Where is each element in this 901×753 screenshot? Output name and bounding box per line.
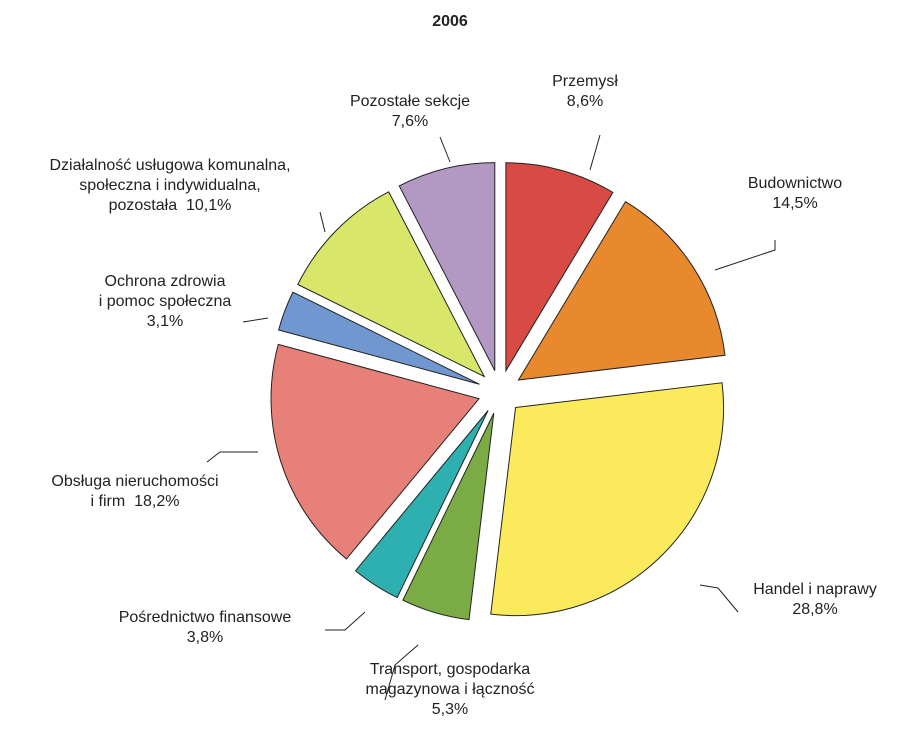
value-label: 14,5% bbox=[772, 195, 817, 212]
slice-label: Działalność usługowa komunalna, społeczna… bbox=[49, 157, 290, 214]
label-line: i firm bbox=[91, 493, 126, 510]
pie-slice bbox=[398, 162, 496, 371]
slice-label: Transport, gospodarka magazynowa i łączno… bbox=[366, 661, 535, 718]
pie-slice bbox=[278, 291, 480, 385]
pie-slice bbox=[354, 410, 489, 599]
label-line: Budownictwo bbox=[748, 175, 842, 192]
value-label: 8,6% bbox=[567, 93, 603, 110]
label-line: pozostała bbox=[109, 197, 178, 214]
leader-line bbox=[384, 644, 419, 701]
slice-label: Handel i naprawy 28,8% bbox=[753, 581, 877, 618]
leader-line bbox=[319, 211, 326, 233]
pie-slice bbox=[270, 343, 480, 560]
value-label: 3,1% bbox=[147, 313, 183, 330]
value-label: 5,3% bbox=[432, 701, 468, 718]
label-line: Pośrednictwo finansowe bbox=[119, 609, 292, 626]
leader-line bbox=[699, 584, 739, 613]
label-line: Handel i naprawy bbox=[753, 581, 877, 598]
pie-slice bbox=[402, 412, 495, 621]
label-line: Działalność usługowa komunalna, bbox=[49, 157, 290, 174]
slice-label: Ochrona zdrowia i pomoc społeczna 3,1% bbox=[99, 273, 232, 330]
label-line: społeczna i indywidualna, bbox=[79, 177, 260, 194]
label-line: Przemysł bbox=[552, 73, 618, 90]
leader-line bbox=[206, 451, 258, 463]
slice-label: Obsługa nieruchomości i firm 18,2% bbox=[51, 473, 218, 510]
label-line: i pomoc społeczna bbox=[99, 293, 232, 310]
leader-line bbox=[242, 317, 269, 323]
label-line: Obsługa nieruchomości bbox=[51, 473, 218, 490]
value-label: 7,6% bbox=[392, 113, 428, 130]
value-label: 28,8% bbox=[792, 601, 837, 618]
slice-label: Przemysł 8,6% bbox=[552, 73, 618, 110]
leader-line bbox=[439, 136, 451, 163]
leader-line bbox=[714, 240, 776, 271]
value-label: 3,8% bbox=[187, 629, 223, 646]
pie-slice bbox=[517, 200, 726, 381]
slice-label: Budownictwo 14,5% bbox=[748, 175, 842, 212]
label-line: Pozostałe sekcje bbox=[350, 93, 470, 110]
slice-label: Pośrednictwo finansowe 3,8% bbox=[119, 609, 292, 646]
value-label: 10,1% bbox=[177, 197, 231, 214]
leader-line bbox=[325, 611, 366, 631]
pie-slice bbox=[297, 191, 486, 378]
label-line: magazynowa i łączność bbox=[366, 681, 535, 698]
label-line: Ochrona zdrowia bbox=[105, 273, 226, 290]
chart-title: 2006 bbox=[432, 13, 468, 30]
slice-label: Pozostałe sekcje 7,6% bbox=[350, 93, 470, 130]
leader-line bbox=[589, 134, 601, 171]
value-label: 18,2% bbox=[125, 493, 179, 510]
pie-slice bbox=[505, 162, 614, 373]
pie-slice bbox=[490, 382, 725, 617]
label-line: Transport, gospodarka bbox=[370, 661, 530, 678]
